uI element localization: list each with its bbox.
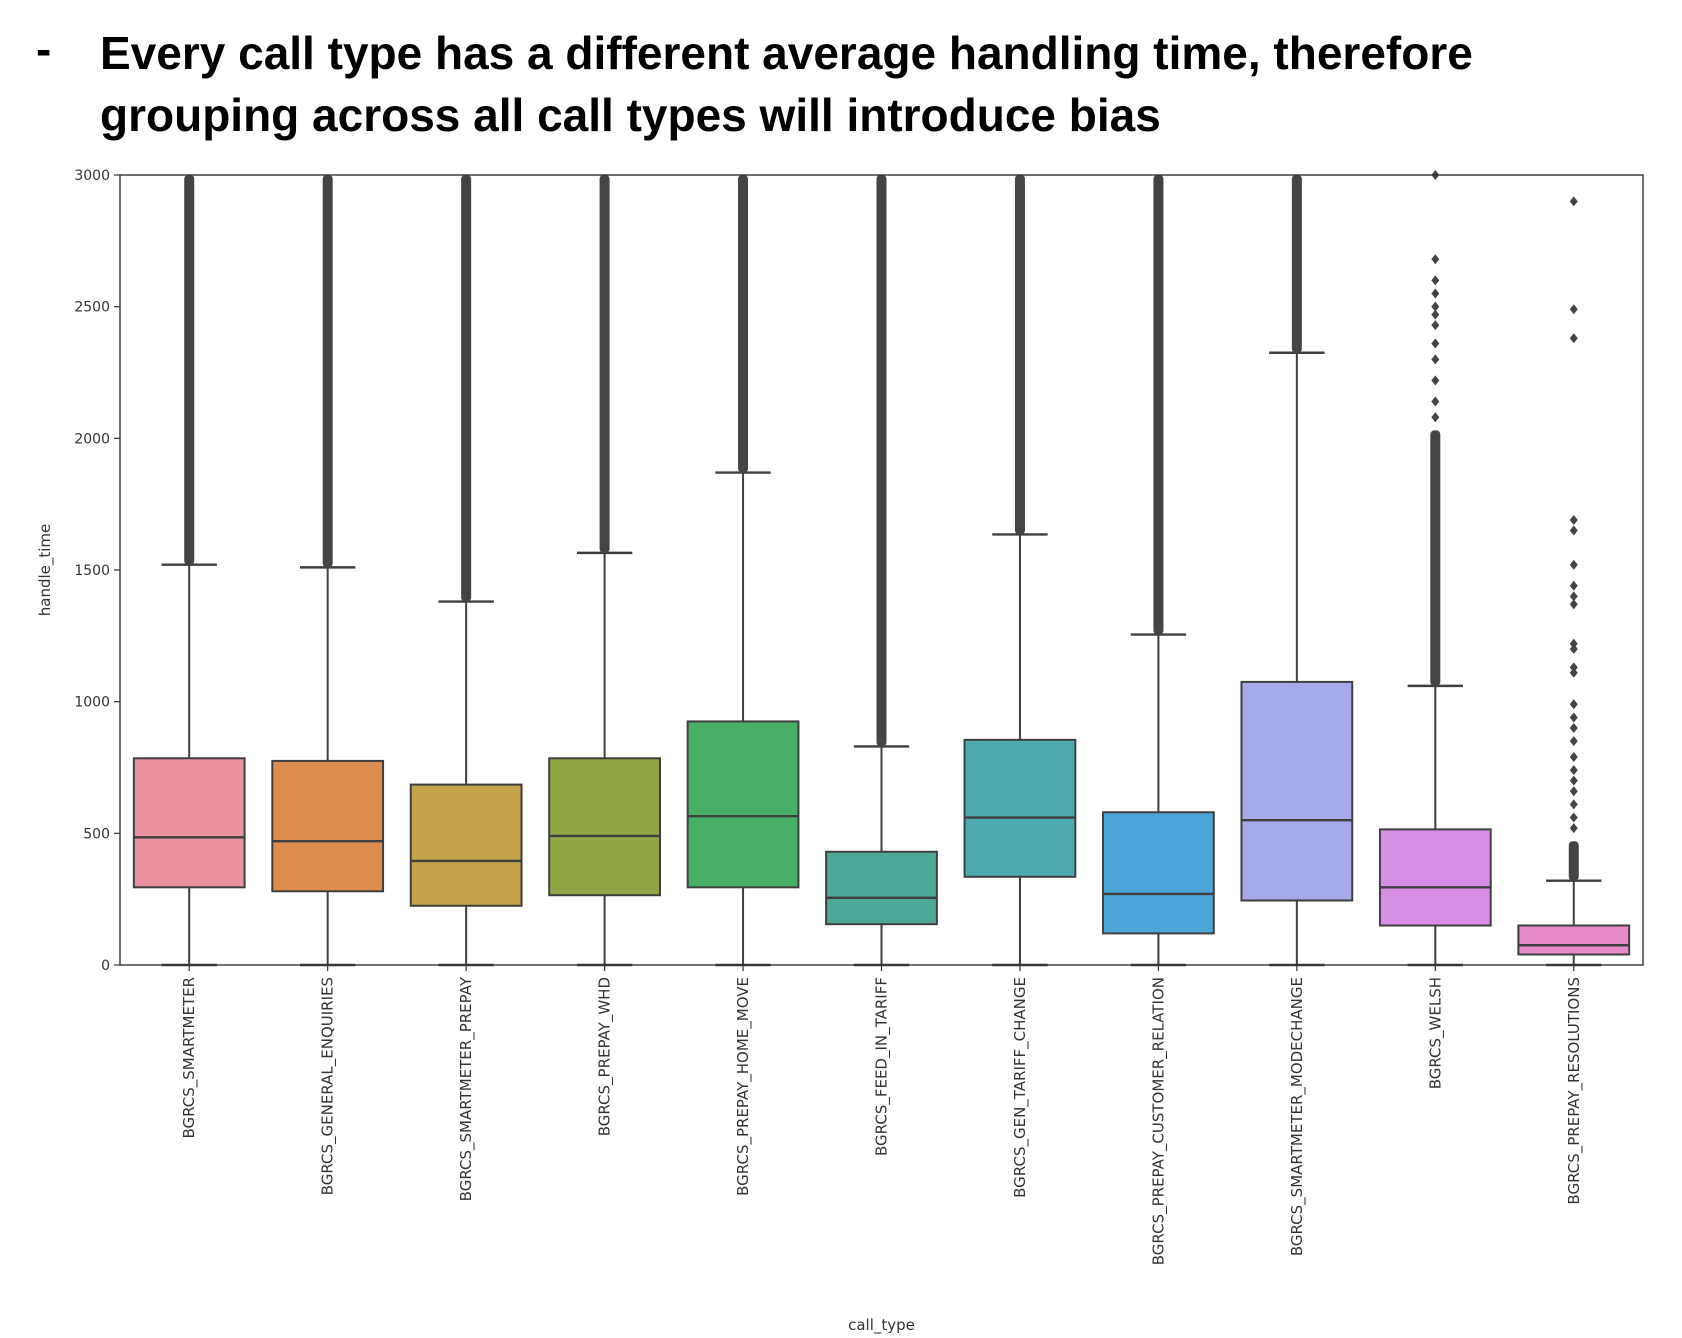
x-tick-label: BGRCS_SMARTMETER_PREPAY [457, 976, 476, 1201]
box-iqr [963, 738, 1077, 878]
outlier-point [1569, 712, 1578, 723]
y-tick-label: 0 [101, 958, 110, 974]
y-tick-label: 1500 [74, 563, 110, 579]
outlier-point [1431, 354, 1440, 365]
outlier-point [1569, 736, 1578, 747]
y-tick-label: 1000 [74, 695, 110, 711]
outlier-point [1569, 662, 1578, 673]
box-iqr [271, 759, 385, 893]
box-group [1240, 175, 1354, 967]
outlier-point [1431, 309, 1440, 320]
outlier-point [1569, 514, 1578, 525]
outlier-cluster [1153, 175, 1164, 635]
y-axis-label: handle_time [36, 524, 55, 617]
x-tick-label: BGRCS_SMARTMETER_MODECHANGE [1288, 977, 1307, 1256]
box-group [1517, 196, 1631, 967]
outlier-point [1569, 786, 1578, 797]
outlier-cluster [1014, 175, 1025, 535]
outlier-point [1431, 338, 1440, 349]
box-group [963, 175, 1077, 967]
outlier-point [1431, 254, 1440, 265]
outlier-cluster [876, 175, 887, 747]
y-tick-label: 500 [83, 826, 110, 842]
box-group [1102, 175, 1215, 967]
outlier-point [1431, 275, 1440, 286]
x-tick-label: BGRCS_GEN_TARIFF_CHANGE [1011, 977, 1030, 1198]
y-tick-label: 2500 [74, 300, 110, 316]
outlier-point [1569, 644, 1578, 654]
outlier-point [1431, 320, 1440, 331]
outlier-point [1569, 304, 1578, 315]
x-tick-label: BGRCS_PREPAY_CUSTOMER_RELATION [1149, 977, 1168, 1265]
x-tick-label: BGRCS_PREPAY_RESOLUTIONS [1565, 977, 1584, 1205]
box-iqr [1517, 924, 1631, 956]
outlier-point [1569, 723, 1578, 733]
outlier-point [1569, 599, 1578, 610]
y-tick-label: 2000 [74, 431, 110, 447]
bullet-block: - Every call type has a different averag… [0, 0, 1682, 160]
outlier-cluster [322, 175, 333, 568]
x-tick-label: BGRCS_PREPAY_HOME_MOVE [734, 977, 753, 1196]
outlier-point [1569, 580, 1578, 591]
outlier-point [1569, 751, 1578, 762]
outlier-point [1569, 638, 1578, 649]
x-tick-label: BGRCS_SMARTMETER [180, 977, 199, 1139]
box-group [271, 175, 385, 967]
outlier-point [1569, 559, 1578, 570]
box-iqr [132, 757, 246, 889]
outlier-point [1569, 196, 1578, 207]
x-axis-label: call_type [848, 1316, 915, 1335]
x-tick-label: BGRCS_PREPAY_WHD [596, 977, 615, 1136]
box-iqr [1240, 680, 1354, 902]
box-iqr [825, 850, 938, 926]
outlier-point [1431, 396, 1440, 407]
outlier-point [1431, 412, 1440, 423]
box-iqr [1378, 828, 1492, 927]
outlier-point [1569, 812, 1578, 823]
box-iqr [1102, 811, 1215, 935]
bullet-text: Every call type has a different average … [100, 27, 1473, 141]
box-group [409, 175, 523, 967]
bullet-marker: - [36, 23, 52, 75]
outlier-point [1431, 301, 1440, 312]
box-iqr [548, 757, 661, 897]
outlier-point [1569, 699, 1578, 710]
boxes-layer [132, 170, 1631, 967]
x-tick-label: BGRCS_WELSH [1426, 977, 1445, 1089]
box-iqr [409, 783, 523, 907]
x-axis: BGRCS_SMARTMETER BGRCS_GENERAL_ENQUIRIES B… [180, 965, 1584, 1265]
y-tick-label: 3000 [74, 168, 110, 184]
y-axis: 0 500 1000 1500 2000 2500 3000 [74, 168, 120, 974]
outlier-point [1569, 667, 1578, 678]
outlier-point [1431, 288, 1440, 299]
box-group [132, 175, 246, 967]
outlier-cluster [1430, 430, 1441, 686]
box-group [548, 175, 661, 967]
outlier-point [1569, 799, 1578, 810]
outlier-point [1431, 375, 1440, 386]
outlier-cluster [1568, 841, 1579, 881]
outlier-cluster [461, 175, 472, 602]
outlier-point [1569, 333, 1578, 344]
outlier-point [1569, 775, 1578, 786]
outlier-cluster [1291, 175, 1302, 353]
box-group [1378, 170, 1492, 967]
outlier-point [1569, 823, 1578, 834]
box-group [686, 175, 800, 967]
outlier-point [1569, 765, 1578, 776]
outlier-point [1569, 591, 1578, 602]
x-tick-label: BGRCS_GENERAL_ENQUIRIES [319, 977, 338, 1195]
outlier-cluster [184, 175, 195, 565]
box-group [825, 175, 938, 967]
x-tick-label: BGRCS_FEED_IN_TARIFF [873, 977, 892, 1156]
box-iqr [686, 720, 800, 889]
outlier-cluster [599, 175, 610, 553]
outlier-point [1569, 525, 1578, 536]
outlier-cluster [738, 175, 749, 473]
